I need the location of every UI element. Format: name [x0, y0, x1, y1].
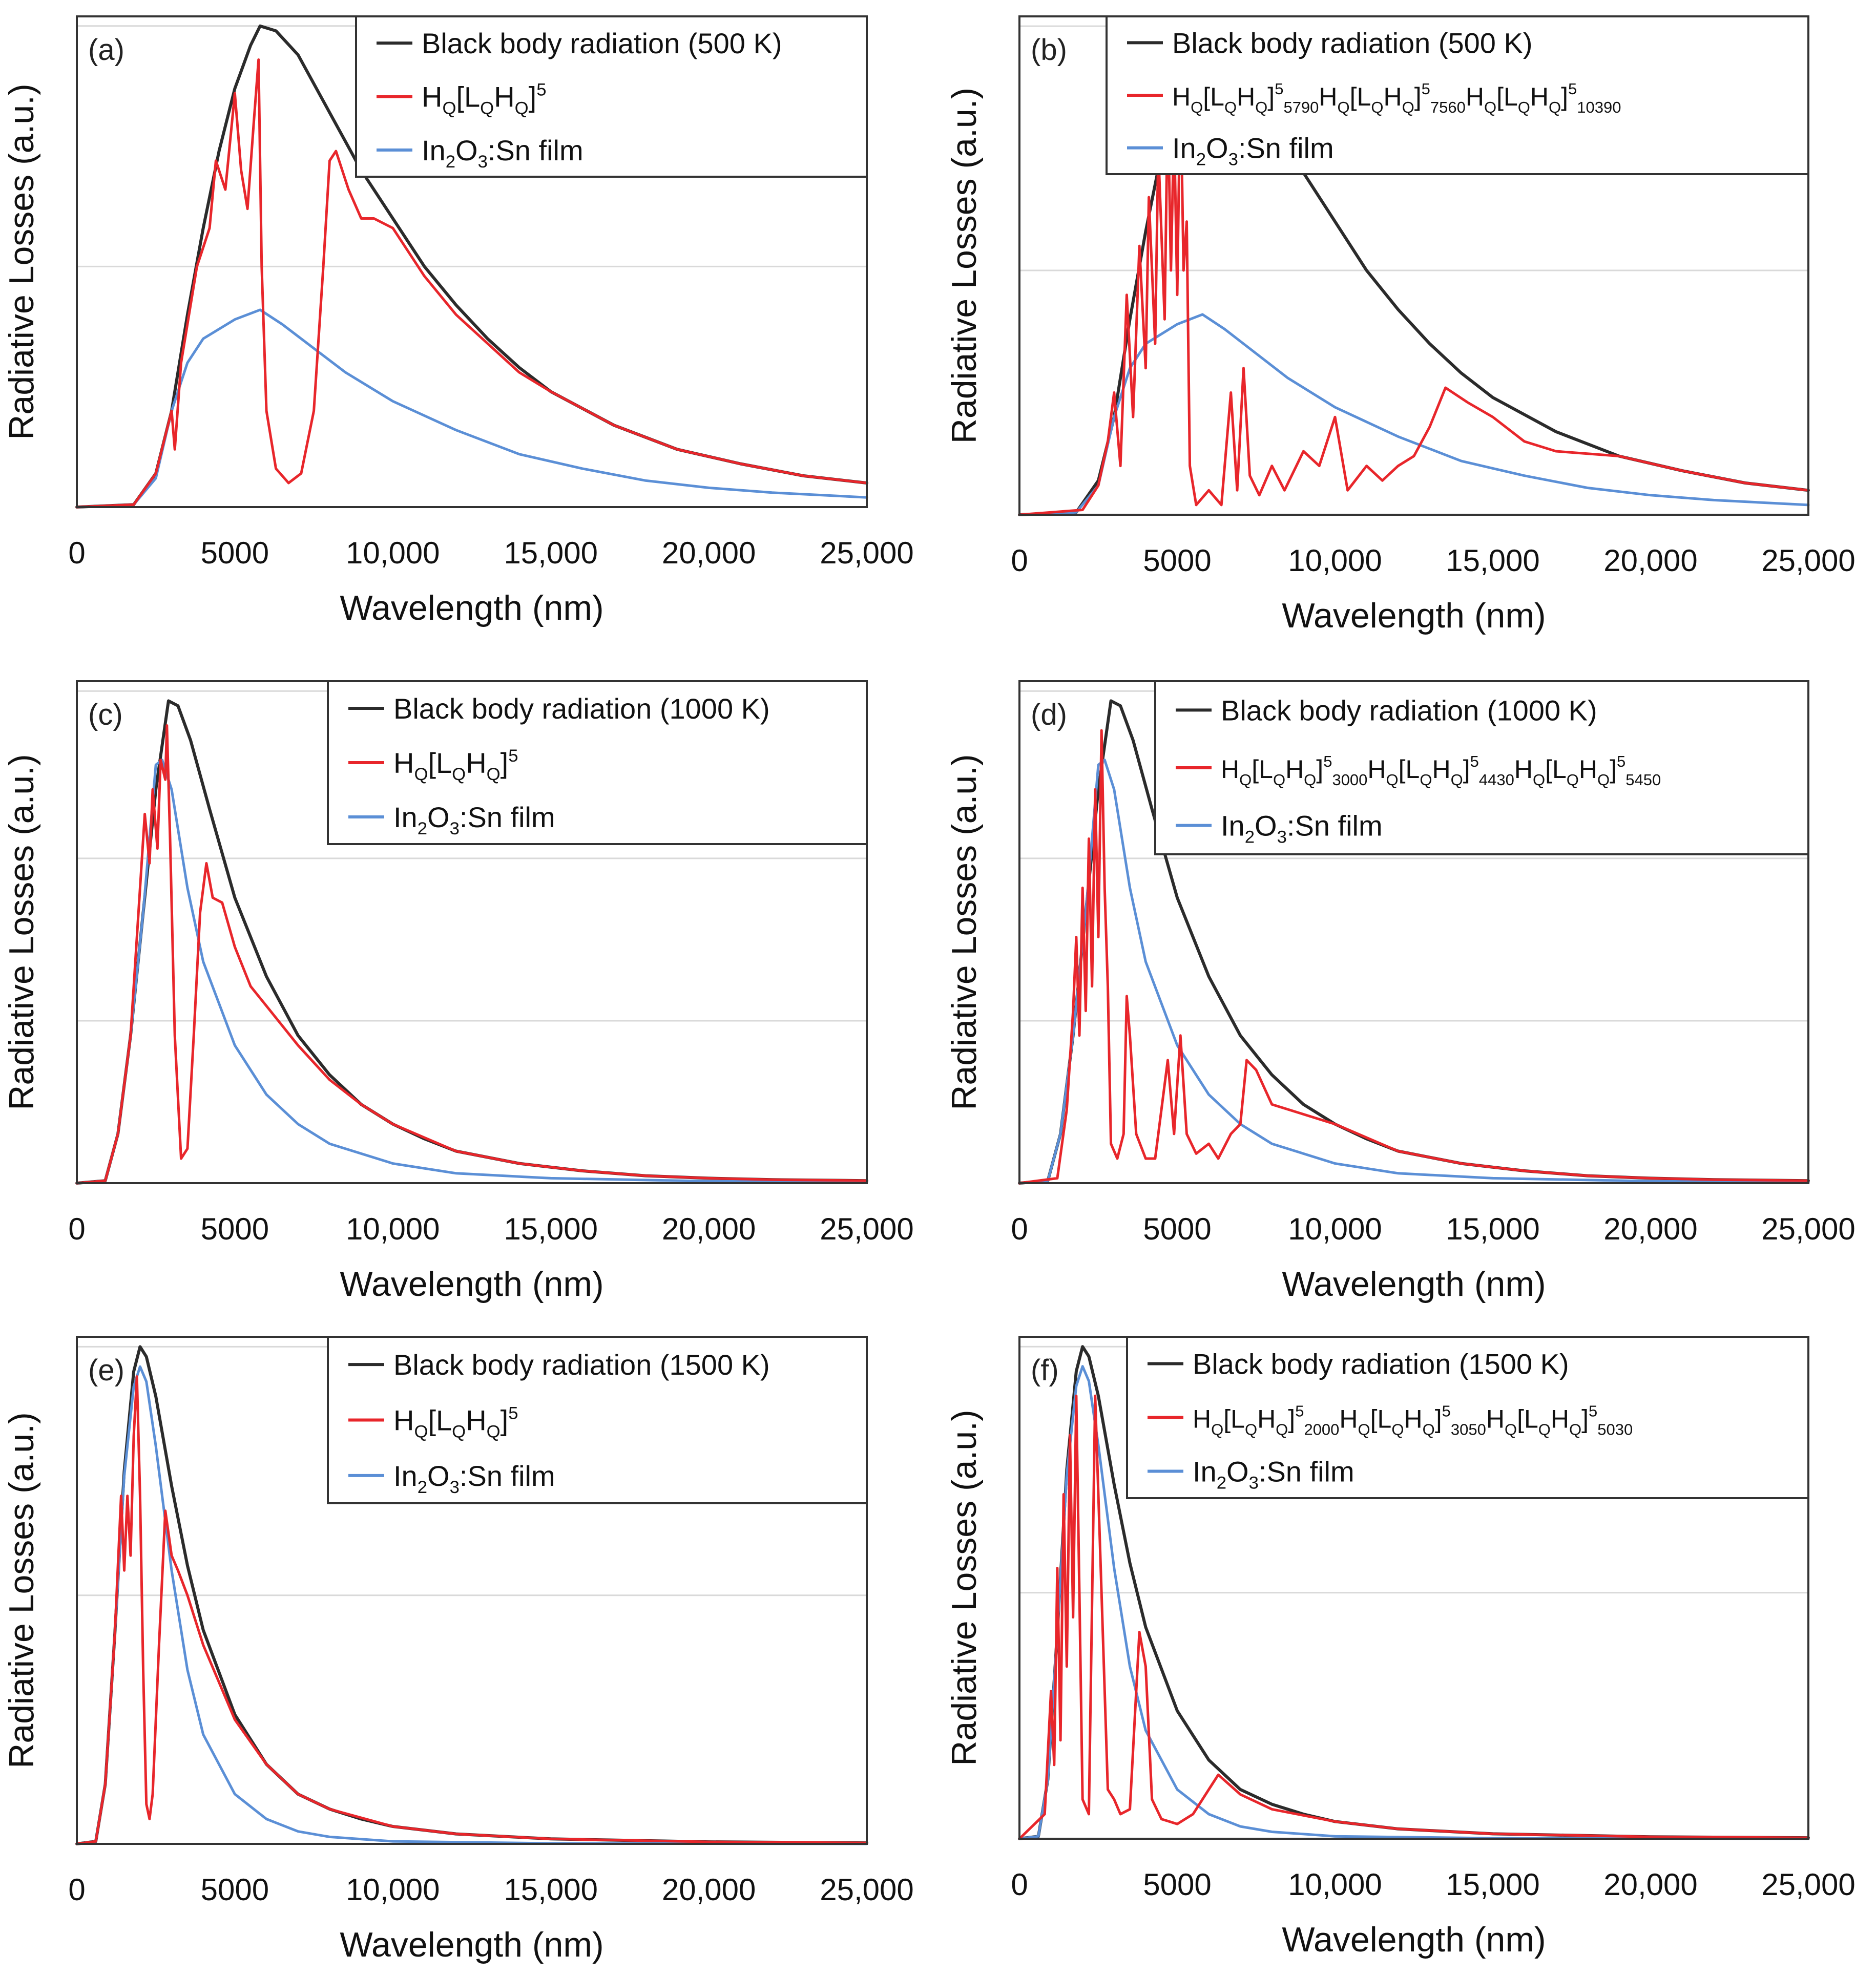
y-axis-label: Radiative Losses (a.u.) [2, 83, 41, 439]
series-line-multilayer [1018, 1394, 1810, 1840]
y-axis-label: Radiative Losses (a.u.) [945, 88, 984, 444]
y-axis-label: Radiative Losses (a.u.) [945, 754, 984, 1110]
legend-entry: Black body radiation (1500 K) [1193, 1348, 1569, 1380]
x-tick-label: 15,000 [1446, 543, 1540, 578]
x-tick-label: 15,000 [1446, 1212, 1540, 1246]
panel-c: (c) 0 5000 10,000 15,000 20,000 25,000 Waveleng… [2, 680, 914, 1304]
legend: Black body radiation (1000 K) HQ[LQHQ]530… [1154, 680, 1809, 855]
legend-entry: Black body radiation (1000 K) [1221, 694, 1597, 726]
legend-entry: HQ[LQHQ]5 [393, 746, 518, 784]
series-line-ito-film [1018, 313, 1810, 516]
legend-entry: In2O3:Sn film [393, 1460, 555, 1497]
panel-e: (e) 0 5000 10,000 15,000 20,000 25,000 Waveleng… [2, 1336, 914, 1964]
legend-entry: In2O3:Sn film [1193, 1456, 1354, 1493]
legend-entry: HQ[LQHQ]55790HQ[LQHQ]57560HQ[LQHQ]510390 [1172, 80, 1621, 116]
x-tick-label: 10,000 [346, 536, 440, 570]
x-tick-label: 0 [1011, 543, 1028, 578]
x-axis-label: Wavelength (nm) [1282, 1920, 1546, 1959]
series-line-ito-film [1018, 759, 1810, 1185]
series-line-multilayer [75, 724, 868, 1185]
series-line-multilayer [75, 58, 868, 509]
panel-f: (f) 0 5000 10,000 15,000 20,000 25,000 Waveleng… [945, 1336, 1856, 1959]
series-line-multilayer [75, 1375, 868, 1845]
x-axis-label: Wavelength (nm) [340, 1925, 603, 1964]
x-tick-label: 10,000 [1288, 1212, 1382, 1246]
x-axis-label: Wavelength (nm) [1282, 1265, 1546, 1304]
legend-box [327, 680, 868, 845]
series-line-multilayer [1018, 729, 1810, 1185]
x-tick-label: 15,000 [1446, 1867, 1540, 1902]
x-tick-label: 20,000 [662, 1212, 756, 1246]
legend-entry: HQ[LQHQ]52000HQ[LQHQ]53050HQ[LQHQ]55030 [1193, 1402, 1633, 1439]
legend: Black body radiation (1500 K) HQ[LQHQ]5 In… [327, 1336, 868, 1504]
legend-entry: In2O3:Sn film [1221, 810, 1383, 847]
x-axis-label: Wavelength (nm) [340, 1265, 603, 1304]
x-tick-label: 25,000 [820, 536, 914, 570]
legend-box [355, 15, 868, 178]
x-tick-label: 0 [68, 1873, 85, 1907]
x-tick-label: 25,000 [820, 1212, 914, 1246]
x-tick-label: 10,000 [1288, 543, 1382, 578]
legend: Black body radiation (500 K) HQ[LQHQ]5 In2… [355, 15, 868, 178]
x-tick-label: 15,000 [504, 1212, 598, 1246]
x-tick-label: 5000 [201, 1873, 269, 1907]
x-tick-label: 20,000 [662, 1873, 756, 1907]
x-tick-label: 25,000 [1761, 543, 1856, 578]
legend-box [1126, 1336, 1809, 1499]
x-tick-label: 5000 [1143, 1867, 1211, 1902]
x-tick-label: 5000 [201, 536, 269, 570]
legend-entry: Black body radiation (500 K) [422, 27, 782, 59]
x-tick-label: 0 [1011, 1867, 1028, 1902]
panel-label: (d) [1031, 698, 1067, 731]
panel-b: (b) 0 5000 10,000 15,000 20,000 25,000 Waveleng… [945, 15, 1856, 635]
x-tick-label: 5000 [201, 1212, 269, 1246]
panel-label: (a) [88, 33, 124, 67]
legend-entry: HQ[LQHQ]5 [422, 80, 547, 118]
panel-label: (c) [88, 698, 123, 731]
x-tick-label: 0 [68, 1212, 85, 1246]
x-tick-label: 15,000 [504, 1873, 598, 1907]
y-axis-label: Radiative Losses (a.u.) [2, 754, 41, 1110]
legend-entry: Black body radiation (500 K) [1172, 27, 1533, 59]
legend: Black body radiation (1500 K) HQ[LQHQ]520… [1126, 1336, 1809, 1499]
legend-entry: In2O3:Sn film [393, 801, 555, 838]
x-tick-label: 25,000 [820, 1873, 914, 1907]
panel-label: (b) [1031, 33, 1067, 67]
x-tick-label: 20,000 [1603, 1867, 1698, 1902]
x-tick-label: 0 [68, 536, 85, 570]
x-axis-label: Wavelength (nm) [1282, 596, 1546, 635]
legend-entry: In2O3:Sn film [422, 134, 583, 172]
x-tick-label: 5000 [1143, 1212, 1211, 1246]
legend-entry: In2O3:Sn film [1172, 132, 1334, 170]
x-tick-label: 25,000 [1761, 1867, 1856, 1902]
x-tick-label: 20,000 [662, 536, 756, 570]
y-axis-label: Radiative Losses (a.u.) [945, 1410, 984, 1765]
panel-label: (f) [1031, 1354, 1059, 1387]
legend-box [1106, 15, 1809, 175]
legend-box [327, 1336, 868, 1504]
x-tick-label: 10,000 [346, 1873, 440, 1907]
x-tick-label: 10,000 [346, 1212, 440, 1246]
x-tick-label: 20,000 [1603, 1212, 1698, 1246]
x-tick-label: 0 [1011, 1212, 1028, 1246]
x-tick-label: 10,000 [1288, 1867, 1382, 1902]
legend-entry: HQ[LQHQ]53000HQ[LQHQ]54430HQ[LQHQ]55450 [1221, 752, 1661, 789]
legend-box [1154, 680, 1809, 855]
x-axis-label: Wavelength (nm) [340, 588, 603, 627]
legend: Black body radiation (1000 K) HQ[LQHQ]5 In… [327, 680, 868, 845]
legend-entry: Black body radiation (1000 K) [393, 692, 770, 725]
panel-d: (d) 0 5000 10,000 15,000 20,000 25,000 Waveleng… [945, 680, 1856, 1304]
legend: Black body radiation (500 K) HQ[LQHQ]5579… [1106, 15, 1809, 175]
x-tick-label: 25,000 [1761, 1212, 1856, 1246]
x-tick-label: 20,000 [1603, 543, 1698, 578]
series-line-multilayer [1018, 74, 1810, 516]
x-tick-label: 15,000 [504, 536, 598, 570]
x-tick-label: 5000 [1143, 543, 1211, 578]
legend-entry: HQ[LQHQ]5 [393, 1404, 518, 1442]
panel-label: (e) [88, 1354, 124, 1387]
panel-a: (a) 0 5000 10,000 15,000 20,000 25,000 Waveleng… [2, 15, 914, 627]
y-axis-label: Radiative Losses (a.u.) [2, 1412, 41, 1768]
legend-entry: Black body radiation (1500 K) [393, 1349, 770, 1381]
